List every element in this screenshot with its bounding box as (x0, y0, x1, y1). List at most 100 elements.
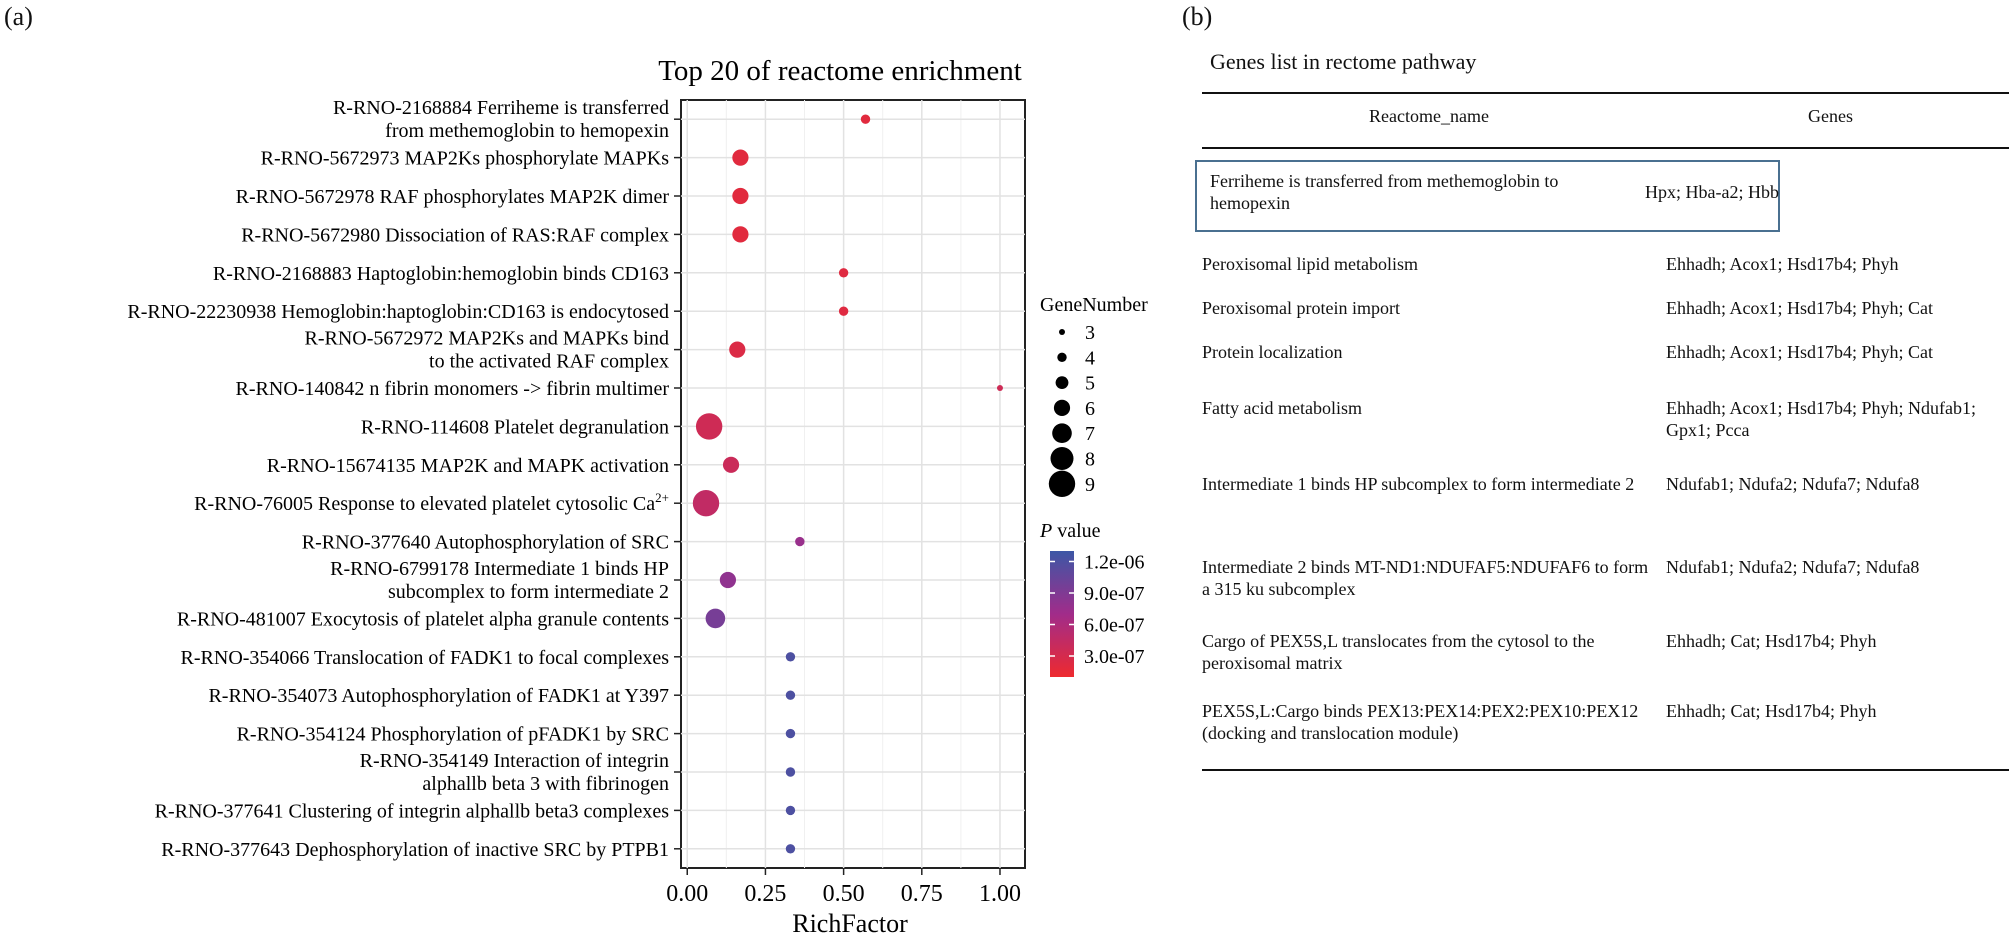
size-legend-dot (1050, 447, 1074, 470)
category-label: R-RNO-76005 Response to elevated platele… (194, 490, 669, 515)
category-label: R-RNO-2168884 Ferriheme is transferred (333, 97, 669, 119)
reactome-name-cell: Peroxisomal lipid metabolism (1202, 254, 1418, 274)
category-label: R-RNO-15674135 MAP2K and MAPK activation (267, 455, 669, 477)
table-header-name: Reactome_name (1369, 106, 1489, 126)
genes-cell: Ehhadh; Acox1; Hsd17b4; Phyh; Cat (1666, 298, 1933, 318)
category-label-superscript: 2+ (655, 490, 669, 505)
panel-a-label: (a) (4, 2, 33, 31)
enrichment-point (785, 805, 796, 816)
size-legend-dot (1059, 329, 1065, 335)
genes-cell: Ndufab1; Ndufa2; Ndufa7; Ndufa8 (1666, 557, 1920, 577)
category-label: R-RNO-114608 Platelet degranulation (361, 416, 669, 438)
enrichment-point (785, 652, 796, 662)
enrichment-dot-chart: Top 20 of reactome enrichment R-RNO-2168… (127, 55, 1148, 938)
enrichment-point (705, 608, 726, 629)
enrichment-point (732, 187, 749, 205)
size-legend-label: 4 (1085, 347, 1095, 369)
color-legend-label: 9.0e-07 (1084, 583, 1145, 605)
reactome-name-cell: Cargo of PEX5S,L translocates from the c… (1202, 631, 1595, 673)
size-legend-label: 6 (1085, 398, 1095, 420)
enrichment-point (692, 490, 720, 517)
table-top-rule (1202, 92, 2009, 94)
plot-panel (680, 99, 1026, 869)
size-legend-dot (1055, 376, 1069, 389)
color-legend-bar (1050, 551, 1074, 677)
x-tick-label: 0.00 (666, 881, 708, 907)
x-tick-label: 0.50 (823, 881, 865, 907)
category-label: R-RNO-377643 Dephosphorylation of inacti… (161, 839, 669, 861)
category-label: R-RNO-354149 Interaction of integrin (360, 750, 669, 772)
enrichment-point (732, 149, 749, 166)
category-label: R-RNO-481007 Exocytosis of platelet alph… (177, 608, 669, 630)
category-label: R-RNO-5672972 MAP2Ks and MAPKs bind (305, 328, 669, 350)
genes-cell: Ehhadh; Cat; Hsd17b4; Phyh (1666, 701, 1877, 721)
table-header-rule (1202, 147, 2009, 149)
genes-table-panel: Genes list in rectome pathway Reactome_n… (1190, 0, 2009, 942)
size-legend-label: 9 (1085, 474, 1095, 496)
enrichment-point (838, 268, 849, 278)
category-label: R-RNO-354073 Autophosphorylation of FADK… (208, 685, 669, 707)
x-tick-label: 0.75 (901, 881, 943, 907)
x-tick-label: 0.25 (744, 881, 786, 907)
x-axis-label: RichFactor (792, 909, 908, 938)
category-label: R-RNO-140842 n fibrin monomers -> fibrin… (236, 378, 670, 400)
genes-cell: Ehhadh; Acox1; Hsd17b4; Phyh (1666, 254, 1899, 274)
table-title: Genes list in rectome pathway (1210, 49, 1477, 74)
genes-cell: Ndufab1; Ndufa2; Ndufa7; Ndufa8 (1666, 474, 1920, 494)
category-label: R-RNO-354124 Phosphorylation of pFADK1 b… (237, 724, 669, 746)
genes-cell: Hpx; Hba-a2; Hbb (1645, 182, 1779, 202)
enrichment-point (860, 114, 871, 124)
size-legend-dot (1057, 352, 1067, 362)
enrichment-point (729, 341, 746, 358)
enrichment-point (785, 690, 796, 700)
category-label: R-RNO-377641 Clustering of integrin alph… (155, 800, 670, 822)
enrichment-point (838, 306, 849, 316)
category-label: R-RNO-377640 Autophosphorylation of SRC (302, 532, 669, 554)
enrichment-point (732, 226, 749, 243)
enrichment-point (795, 536, 805, 547)
color-legend-label: 1.2e-06 (1084, 552, 1145, 574)
genes-cell: Ehhadh; Acox1; Hsd17b4; Phyh; Cat (1666, 342, 1933, 362)
color-legend-label: 6.0e-07 (1084, 615, 1145, 637)
category-label: subcomplex to form intermediate 2 (388, 581, 669, 603)
enrichment-point (785, 844, 796, 854)
table-bottom-rule (1202, 769, 2009, 771)
color-legend-title: P value (1039, 520, 1101, 542)
category-label: R-RNO-5672973 MAP2Ks phosphorylate MAPKs (261, 148, 670, 170)
category-label: alphallb beta 3 with fibrinogen (422, 773, 669, 795)
size-legend-dot (1048, 470, 1076, 497)
color-legend-label: 3.0e-07 (1084, 646, 1145, 668)
category-label: to the activated RAF complex (429, 351, 669, 373)
chart-title: Top 20 of reactome enrichment (658, 55, 1022, 87)
category-label: R-RNO-22230938 Hemoglobin:haptoglobin:CD… (127, 301, 669, 323)
size-legend-label: 7 (1085, 423, 1095, 445)
enrichment-point (785, 728, 796, 739)
size-legend-label: 8 (1085, 449, 1095, 471)
size-legend-title: GeneNumber (1040, 294, 1148, 316)
genes-cell: Ehhadh; Acox1; Hsd17b4; Phyh; Ndufab1; G… (1666, 398, 1976, 440)
size-legend-label: 3 (1085, 322, 1095, 344)
category-label: R-RNO-2168883 Haptoglobin:hemoglobin bin… (213, 263, 669, 285)
category-label: R-RNO-5672980 Dissociation of RAS:RAF co… (241, 224, 669, 246)
reactome-name-cell: PEX5S,L:Cargo binds PEX13:PEX14:PEX2:PEX… (1202, 701, 1639, 743)
size-legend-dot (1053, 399, 1071, 416)
reactome-name-cell: Peroxisomal protein import (1202, 298, 1400, 318)
enrichment-point (996, 385, 1003, 391)
enrichment-point (722, 456, 740, 473)
enrichment-point (695, 413, 723, 440)
category-label: R-RNO-6799178 Intermediate 1 binds HP (330, 558, 669, 580)
category-label: R-RNO-354066 Translocation of FADK1 to f… (181, 647, 670, 669)
x-tick-label: 1.00 (979, 881, 1021, 907)
category-label: R-RNO-5672978 RAF phosphorylates MAP2K d… (236, 186, 670, 208)
table-header-genes: Genes (1808, 106, 1853, 126)
size-legend-dot (1052, 423, 1072, 444)
reactome-name-cell: Ferriheme is transferred from methemoglo… (1210, 171, 1559, 213)
highlight-box (1195, 160, 1780, 232)
size-legend-label: 5 (1085, 373, 1095, 395)
genes-cell: Ehhadh; Cat; Hsd17b4; Phyh (1666, 631, 1877, 651)
enrichment-point (719, 571, 737, 589)
reactome-name-cell: Intermediate 2 binds MT-ND1:NDUFAF5:NDUF… (1202, 557, 1649, 599)
reactome-name-cell: Fatty acid metabolism (1202, 398, 1362, 418)
reactome-name-cell: Intermediate 1 binds HP subcomplex to fo… (1202, 474, 1635, 494)
panel-b-label: (b) (1182, 2, 1213, 31)
